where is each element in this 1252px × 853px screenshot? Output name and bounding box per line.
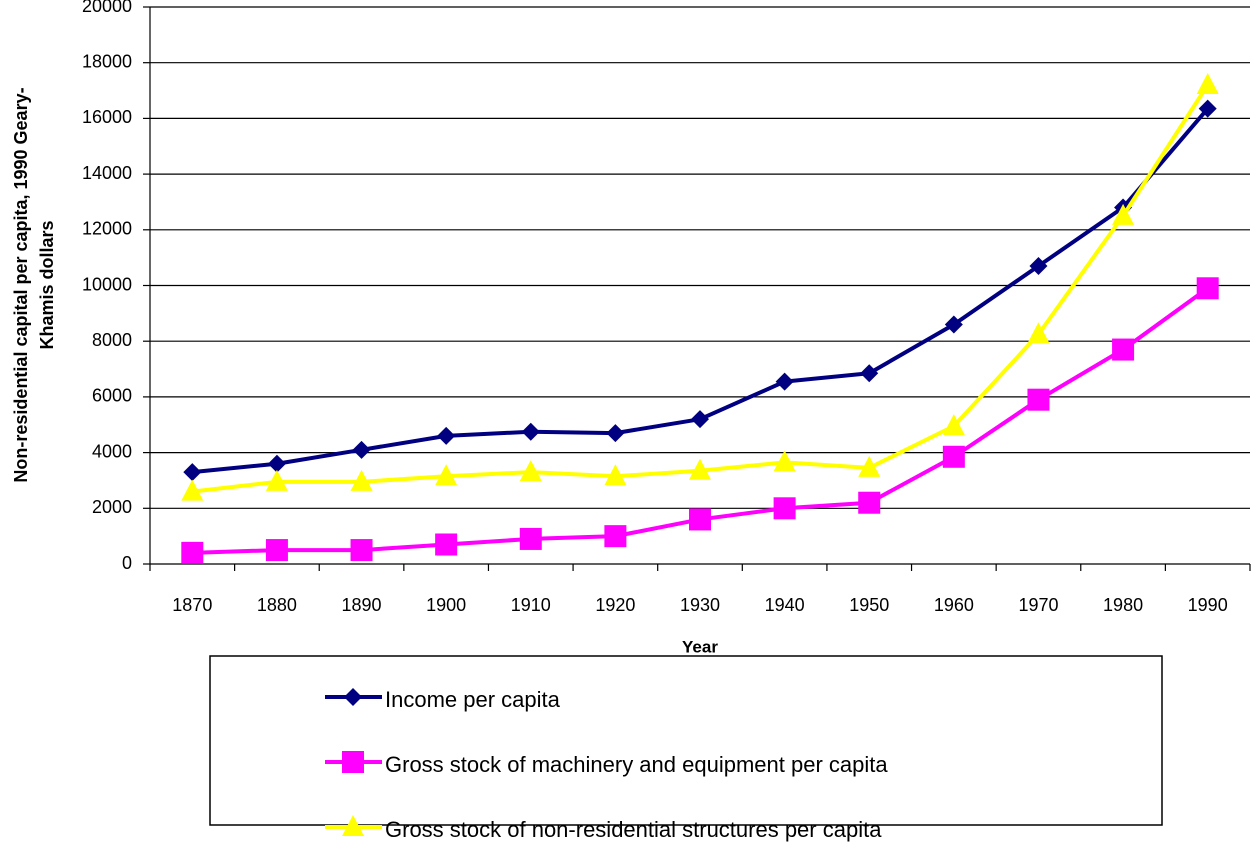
x-tick-label: 1970: [1018, 595, 1058, 615]
diamond-marker: [1198, 99, 1217, 118]
y-axis-label: Non-residential capital per capita, 1990…: [11, 87, 31, 482]
legend-label: Income per capita: [385, 687, 561, 712]
diamond-marker: [775, 372, 794, 391]
square-marker: [773, 497, 796, 520]
y-tick-label: 6000: [92, 386, 132, 406]
triangle-marker: [604, 464, 627, 486]
triangle-marker: [1027, 322, 1050, 344]
square-marker: [942, 445, 965, 468]
y-tick-label: 18000: [82, 51, 132, 71]
diamond-marker: [521, 422, 540, 441]
x-tick-label: 1930: [680, 595, 720, 615]
square-marker: [1112, 338, 1135, 361]
diamond-marker: [1029, 257, 1048, 276]
square-marker: [1196, 277, 1219, 300]
square-marker: [604, 525, 627, 548]
triangle-marker: [1112, 203, 1135, 225]
x-tick-label: 1940: [765, 595, 805, 615]
diamond-marker: [183, 463, 202, 482]
legend-label: Gross stock of non-residential structure…: [385, 817, 882, 842]
diamond-marker: [860, 364, 879, 383]
triangle-marker: [181, 479, 204, 501]
square-marker: [265, 539, 288, 562]
square-marker: [435, 533, 458, 556]
triangle-marker: [773, 450, 796, 472]
diamond-marker: [691, 410, 709, 429]
y-tick-label: 8000: [92, 330, 132, 350]
y-tick-label: 2000: [92, 497, 132, 517]
triangle-marker: [265, 469, 288, 491]
y-tick-label: 10000: [82, 274, 132, 294]
square-marker: [689, 508, 711, 531]
x-tick-label: 1870: [172, 595, 212, 615]
legend-label: Gross stock of machinery and equipment p…: [385, 752, 888, 777]
x-tick-label: 1950: [849, 595, 889, 615]
square-marker: [350, 539, 373, 562]
triangle-marker: [342, 815, 364, 836]
diamond-marker: [352, 440, 371, 459]
legend-box: [209, 655, 1163, 826]
x-tick-label: 1890: [342, 595, 382, 615]
y-tick-label: 20000: [82, 0, 132, 16]
x-tick-label: 1910: [511, 595, 551, 615]
x-tick-label: 1880: [257, 595, 297, 615]
triangle-marker: [435, 464, 458, 486]
square-marker: [1027, 388, 1050, 411]
diamond-marker: [606, 424, 625, 443]
triangle-marker: [858, 455, 881, 477]
x-tick-label: 1980: [1103, 595, 1143, 615]
x-tick-label: 1920: [595, 595, 635, 615]
y-tick-label: 16000: [82, 107, 132, 127]
diamond-marker: [944, 315, 963, 334]
series-line: [192, 83, 1210, 494]
diamond-marker: [344, 688, 362, 706]
x-tick-label: 1960: [934, 595, 974, 615]
square-marker: [342, 751, 364, 773]
y-tick-label: 0: [122, 553, 132, 573]
triangle-marker: [689, 458, 711, 480]
x-axis-label: Year: [682, 637, 718, 656]
y-axis-label: Khamis dollars: [37, 220, 57, 349]
square-marker: [858, 491, 881, 514]
triangle-marker: [1196, 72, 1219, 94]
x-tick-label: 1990: [1188, 595, 1228, 615]
triangle-marker: [519, 460, 542, 482]
triangle-marker: [942, 414, 965, 436]
x-tick-label: 1900: [426, 595, 466, 615]
diamond-marker: [437, 426, 456, 445]
square-marker: [181, 541, 204, 564]
diamond-marker: [267, 454, 286, 473]
y-tick-label: 4000: [92, 441, 132, 461]
y-tick-label: 14000: [82, 163, 132, 183]
y-tick-label: 12000: [82, 219, 132, 239]
square-marker: [519, 527, 542, 550]
triangle-marker: [350, 469, 373, 491]
